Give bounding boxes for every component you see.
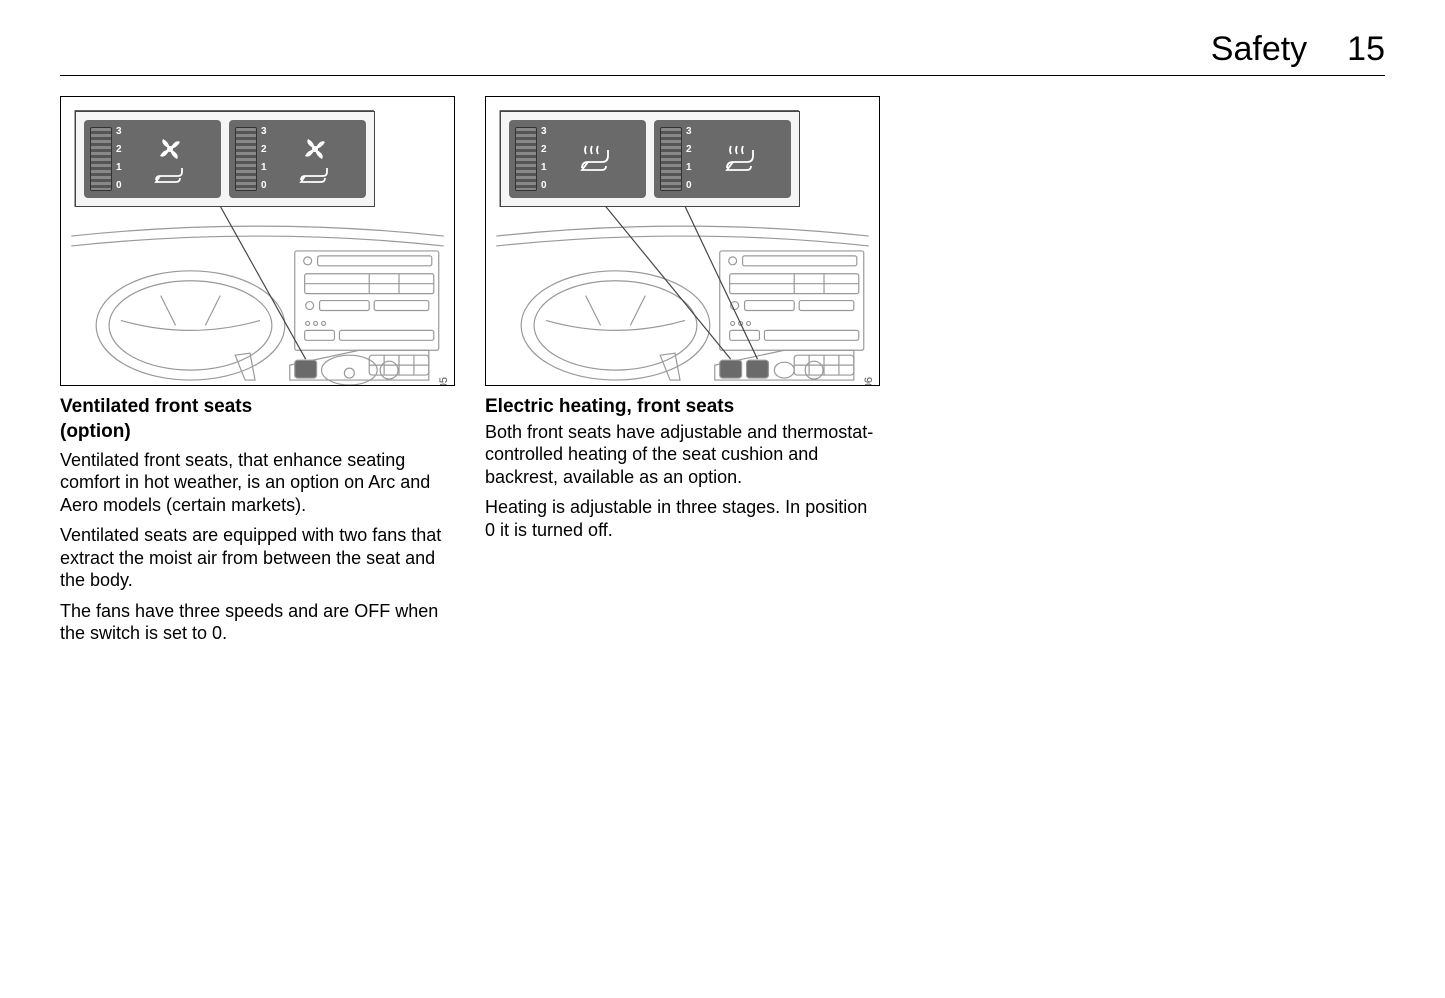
left-para-2: Ventilated seats are equipped with two f… [60,524,455,592]
fan-icon [300,134,330,164]
right-para-1: Both front seats have adjustable and the… [485,421,880,489]
level-3: 3 [541,127,547,137]
level-labels: 3 2 1 0 [116,127,122,191]
level-1: 1 [686,163,692,173]
level-2: 2 [541,145,547,155]
right-column: 3 2 1 0 [485,96,880,653]
level-0: 0 [261,181,267,191]
right-heading: Electric heating, front seats [485,396,880,419]
fan-icon [155,134,185,164]
control-zoom-panel: 3 2 1 0 [500,111,800,207]
left-subheading: (option) [60,421,455,443]
left-heading: Ventilated front seats [60,396,455,419]
level-0: 0 [116,181,122,191]
level-labels: 3 2 1 0 [261,127,267,191]
left-para-1: Ventilated front seats, that enhance sea… [60,449,455,517]
level-3: 3 [116,127,122,137]
level-slider[interactable] [235,127,257,191]
page-number: 15 [1347,30,1385,69]
level-labels: 3 2 1 0 [686,127,692,191]
level-2: 2 [261,145,267,155]
section-title: Safety [1211,30,1307,69]
level-labels: 3 2 1 0 [541,127,547,191]
seat-icon [154,166,186,184]
level-1: 1 [261,163,267,173]
left-para-3: The fans have three speeds and are OFF w… [60,600,455,645]
level-slider[interactable] [90,127,112,191]
right-seat-control: 3 2 1 0 [229,120,366,198]
left-seat-control: 3 2 1 0 [84,120,221,198]
right-seat-control: 3 2 1 0 [654,120,791,198]
left-column: 3 2 1 0 [60,96,455,653]
figure-id: IB406 [863,377,875,386]
level-2: 2 [686,145,692,155]
level-1: 1 [541,163,547,173]
level-slider[interactable] [660,127,682,191]
level-2: 2 [116,145,122,155]
level-0: 0 [686,181,692,191]
level-1: 1 [116,163,122,173]
page-header: Safety 15 [60,30,1385,76]
figure-ventilated-seats: 3 2 1 0 [60,96,455,386]
figure-id: IB405 [438,377,450,386]
right-para-2: Heating is adjustable in three stages. I… [485,496,880,541]
heat-seat-icon [578,144,612,174]
level-0: 0 [541,181,547,191]
left-seat-control: 3 2 1 0 [509,120,646,198]
control-zoom-panel: 3 2 1 0 [75,111,375,207]
level-3: 3 [261,127,267,137]
level-3: 3 [686,127,692,137]
content-columns: 3 2 1 0 [60,96,1385,653]
seat-icon [299,166,331,184]
level-slider[interactable] [515,127,537,191]
figure-heated-seats: 3 2 1 0 [485,96,880,386]
heat-seat-icon [723,144,757,174]
